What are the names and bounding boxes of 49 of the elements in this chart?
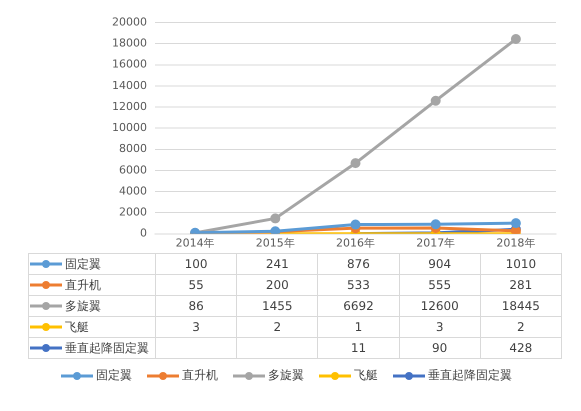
text: 直升机 <box>182 368 218 382</box>
y-tick-label: 6000 <box>119 163 147 176</box>
y-tick-label: 16000 <box>112 58 147 71</box>
data-label: 1010 <box>480 254 562 274</box>
data-label: 11 <box>318 338 400 358</box>
y-tick-label: 4000 <box>119 184 147 198</box>
data-label: 3 <box>156 316 237 338</box>
x-tick-label: 2017年 <box>416 236 456 250</box>
data-label: 2 <box>480 316 562 338</box>
data-label: 86 <box>156 296 237 316</box>
legend-label: 垂直起降固定翼 <box>427 367 512 384</box>
data-label: 428 <box>480 338 562 358</box>
legend-label: 固定翼 <box>28 254 156 274</box>
x-tick-label: 2016年 <box>336 236 375 250</box>
data-label: 200 <box>236 274 318 296</box>
y-tick-label: 2000 <box>119 206 147 219</box>
text: 飞艇 <box>65 320 89 334</box>
text: 固定翼 <box>96 368 132 382</box>
data-label: 3 <box>399 316 480 338</box>
x-tick-label: 2014年 <box>176 236 215 250</box>
x-tick-label: 2018年 <box>496 236 536 250</box>
y-tick-label: 14000 <box>112 78 147 92</box>
data-label: 2 <box>236 316 318 338</box>
y-tick-label: 20000 <box>112 15 147 28</box>
data-label: 6692 <box>318 296 400 316</box>
y-tick-label: 18000 <box>112 36 147 50</box>
y-tick-label: 0 <box>140 226 147 240</box>
data-label: 55 <box>156 274 237 296</box>
legend-label: 飞艇 <box>353 367 378 384</box>
data-label: 876 <box>318 254 400 274</box>
data-label: 281 <box>480 274 562 296</box>
data-label: 555 <box>399 274 480 296</box>
legend-label: 多旋翼 <box>28 296 156 316</box>
data-label: 18445 <box>480 296 562 316</box>
data-label: 241 <box>236 254 318 274</box>
data-label: 1 <box>318 316 400 338</box>
data-label: 90 <box>399 338 480 358</box>
data-label: 533 <box>318 274 400 296</box>
y-tick-label: 8000 <box>119 142 147 156</box>
y-tick-label: 12000 <box>112 100 147 113</box>
data-label: 100 <box>156 254 237 274</box>
x-tick-label: 2015年 <box>256 236 295 250</box>
y-tick-label: 10000 <box>112 121 147 134</box>
text: 垂直起降固定翼 <box>65 340 149 354</box>
legend-label: 直升机 <box>28 274 156 296</box>
data-label: 12600 <box>399 296 480 316</box>
data-label: 1455 <box>236 296 318 316</box>
text: 多旋翼 <box>268 368 304 382</box>
data-label: 904 <box>399 254 480 274</box>
